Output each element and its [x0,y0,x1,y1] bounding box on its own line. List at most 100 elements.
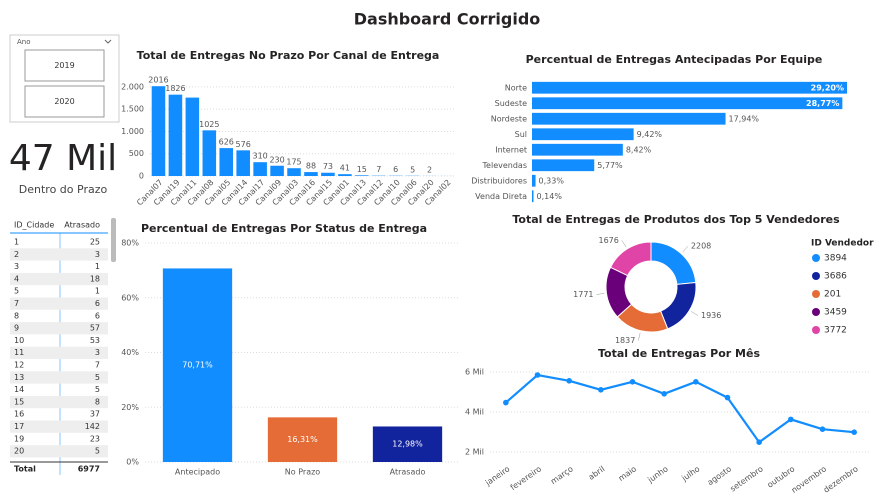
line-point[interactable] [724,394,731,401]
bar[interactable] [532,143,623,156]
y-tick-label: 40% [121,348,139,357]
x-tick-label: agosto [706,464,733,487]
line-point[interactable] [566,378,572,384]
bar[interactable] [168,94,183,176]
data-label: 70,71% [182,361,213,370]
table-cell: 142 [85,422,100,431]
bar[interactable] [532,159,595,172]
data-label: 2 [427,165,432,174]
table-scrollbar[interactable] [111,218,116,262]
table-cell: 7 [14,299,19,308]
table-cell: 19 [14,434,24,443]
data-label: 88 [306,162,316,171]
bar[interactable] [270,165,284,176]
line-point[interactable] [598,387,604,393]
line-point[interactable] [756,439,762,446]
y-tick-label: 2.000 [121,82,144,91]
bar[interactable] [162,268,233,462]
bar[interactable] [355,175,369,176]
table-cell: 3 [14,262,19,271]
x-tick-label: No Prazo [285,468,320,477]
line-point[interactable] [629,379,636,385]
legend-label[interactable]: 3894 [824,254,847,264]
y-tick-label: 80% [121,239,139,248]
data-label: 17,94% [729,114,760,123]
legend-swatch[interactable] [812,272,820,280]
line-point[interactable] [851,429,857,436]
data-label: 12,98% [392,440,423,449]
table-cell: 1 [14,238,19,247]
chart-title: Percentual de Entregas Por Status de Ent… [141,222,427,235]
donut-slice[interactable] [650,241,697,285]
bar[interactable] [532,190,534,203]
table-cell: 3 [95,250,100,259]
y-tick-label: Distribuidores [471,176,527,185]
bar[interactable] [236,150,250,176]
table-cell: 20 [14,447,24,456]
donut-slice[interactable] [659,281,697,330]
bar[interactable] [185,97,200,176]
line-point[interactable] [534,372,541,378]
donut-slice[interactable] [609,241,652,277]
line-point[interactable] [693,379,699,385]
legend-title: ID Vendedor [811,239,874,249]
chart-title: Total de Entregas de Produtos dos Top 5 … [512,213,840,226]
slicer-option[interactable] [24,49,105,82]
table-header: ID_Cidade [14,221,54,230]
table-cell: 5 [14,287,19,296]
leader-line [621,240,627,248]
bar[interactable] [202,130,217,176]
bar[interactable] [321,172,335,176]
table-cell: 11 [14,348,24,357]
legend-label[interactable]: 201 [824,290,841,300]
legend-label[interactable]: 3459 [824,308,847,318]
bar[interactable] [532,174,536,187]
legend-label[interactable]: 3772 [824,326,847,336]
bar[interactable] [219,148,234,176]
bar[interactable] [287,168,301,176]
data-label: 0,14% [537,192,563,201]
table-row-band [10,420,108,433]
legend-swatch[interactable] [812,326,820,334]
legend-swatch[interactable] [812,308,820,316]
y-tick-label: 20% [121,403,139,412]
data-label: 8,42% [626,145,652,154]
data-label: 29,20% [811,83,844,92]
bar[interactable] [151,86,166,176]
legend-swatch[interactable] [812,290,820,298]
bar[interactable] [304,172,318,176]
slicer-option[interactable] [24,85,105,118]
table-row-band [10,272,108,286]
legend-swatch[interactable] [812,254,820,262]
x-tick-label: março [549,464,575,486]
y-tick-label: Norte [505,83,527,92]
table-cell: 14 [14,385,24,394]
table-row-band [10,346,108,359]
slicer-option-label[interactable]: 2020 [54,97,74,106]
slicer-option-label[interactable]: 2019 [54,61,74,70]
bar[interactable] [372,426,443,462]
chart-title: Percentual de Entregas Antecipadas Por E… [526,53,823,66]
bar[interactable] [532,97,843,110]
data-label: 7 [376,165,381,174]
leader-line [682,246,689,253]
bar[interactable] [532,128,634,141]
bar[interactable] [253,162,267,176]
line-point[interactable] [819,426,826,433]
bar[interactable] [532,112,726,125]
bar[interactable] [532,81,847,94]
line-point[interactable] [661,391,667,397]
x-tick-label: novembro [790,464,828,495]
table-cell: 1 [95,262,100,271]
data-label: 5,77% [597,161,623,170]
line-point[interactable] [788,416,794,423]
bar[interactable] [267,417,338,462]
legend-label[interactable]: 3686 [824,272,847,282]
bar[interactable] [338,174,352,176]
table-cell: 1 [95,287,100,296]
slicer-caret[interactable] [104,39,112,44]
y-tick-label: 2 Mil [465,448,484,457]
chart-title: Total de Entregas Por Mês [598,347,760,360]
line-point[interactable] [503,399,509,406]
